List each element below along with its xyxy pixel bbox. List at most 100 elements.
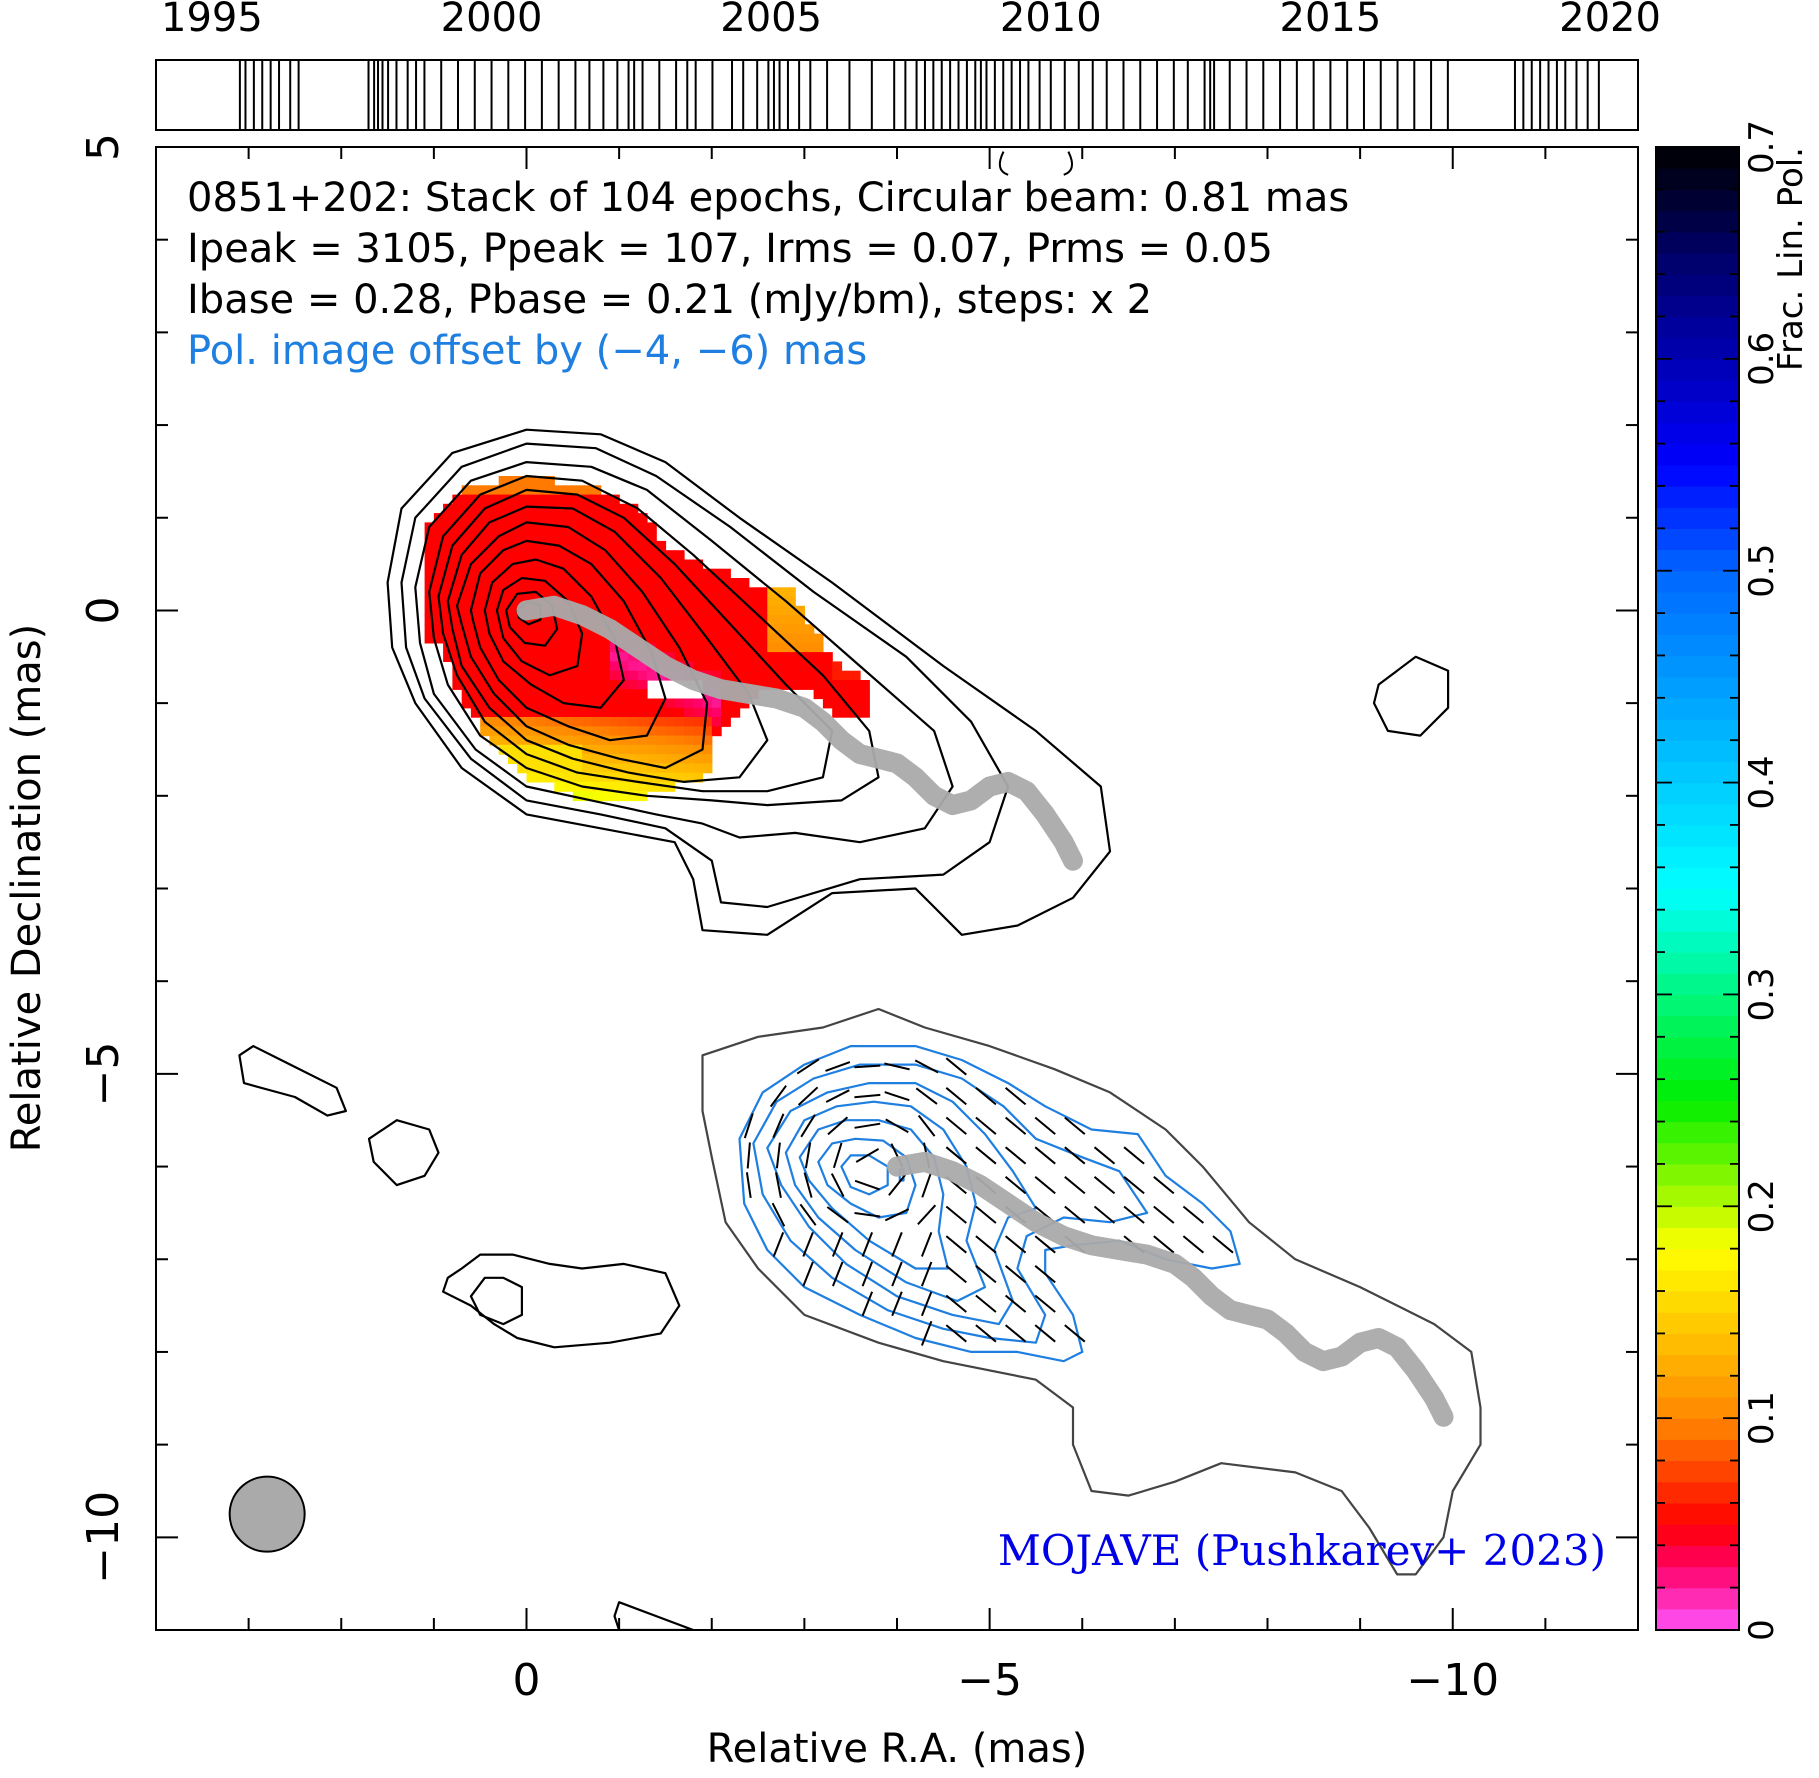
colorbar-step: [1656, 824, 1739, 847]
fpol-pixel: [554, 559, 565, 570]
fpol-pixel: [443, 531, 453, 542]
evpa-tick: [1182, 1235, 1205, 1254]
fpol-pixel: [526, 772, 537, 783]
fpol-pixel: [591, 494, 602, 505]
fpol-pixel: [517, 531, 528, 542]
fpol-pixel: [674, 763, 685, 774]
fpol-pixel: [637, 689, 648, 700]
fpol-pixel: [563, 485, 574, 496]
fpol-pixel: [684, 754, 694, 764]
fpol-pixel: [424, 568, 435, 579]
fpol-pixel: [758, 587, 768, 598]
fpol-pixel: [619, 503, 629, 514]
i-contour: [414, 461, 954, 844]
fpol-pixel: [517, 522, 528, 533]
fpol-pixel: [646, 717, 657, 727]
fpol-pixel: [609, 707, 620, 718]
fpol-pixel: [489, 550, 500, 561]
fpol-pixel: [693, 744, 704, 755]
fpol-pixel: [582, 568, 592, 579]
fpol-pixel: [461, 680, 472, 690]
fpol-pixel: [480, 707, 491, 718]
fpol-pixel: [767, 605, 778, 616]
fpol-pixel: [489, 670, 500, 681]
fpol-pixel: [693, 578, 704, 588]
fpol-pixel: [498, 476, 509, 486]
fpol-pixel: [619, 531, 629, 542]
evpa-tick: [830, 1173, 845, 1198]
fpol-pixel: [480, 689, 491, 700]
fpol-pixel: [508, 717, 518, 727]
fpol-pixel: [545, 624, 555, 635]
fpol-pixel: [461, 513, 472, 523]
fpol-pixel: [554, 513, 565, 523]
fpol-pixel: [498, 559, 509, 570]
fpol-pixel: [665, 754, 676, 764]
fpol-pixel: [637, 605, 648, 616]
y-tick-label: −5: [78, 1041, 129, 1106]
fpol-pixel: [582, 707, 592, 718]
fpol-pixel: [517, 494, 528, 505]
fpol-pixel: [526, 615, 537, 625]
fpol-pixel: [748, 670, 759, 681]
fpol-pixel: [572, 717, 583, 727]
header-line-2: Ipeak = 3105, Ppeak = 107, Irms = 0.07, …: [187, 226, 1273, 272]
fpol-pixel: [637, 559, 648, 570]
fpol-pixel: [785, 624, 796, 635]
ridge-lines: [516, 595, 1454, 1427]
fpol-pixel: [600, 670, 611, 681]
fpol-pixel: [721, 707, 731, 718]
fpol-pixel: [517, 624, 528, 635]
fpol-pixel: [498, 540, 509, 551]
fpol-pixel: [646, 568, 657, 579]
colorbar-step: [1656, 1142, 1739, 1165]
fpol-pixel: [646, 605, 657, 616]
fpol-pixel: [498, 596, 509, 607]
fpol-pixel: [637, 531, 648, 542]
fpol-pixel: [665, 772, 676, 783]
fpol-pixel: [785, 596, 796, 607]
fpol-pixel: [748, 652, 759, 662]
fpol-pixel: [702, 578, 713, 588]
fpol-pixel: [609, 698, 620, 709]
fpol-pixel: [637, 717, 648, 727]
fpol-pixel: [693, 735, 704, 746]
fpol-pixel: [684, 735, 694, 746]
fpol-pixel: [721, 568, 731, 579]
fpol-pixel: [452, 503, 463, 514]
ridge-line-polarization: [887, 1151, 1454, 1427]
fpol-pixel: [785, 587, 796, 598]
fpol-pixel: [582, 642, 592, 653]
fpol-pixel: [563, 587, 574, 598]
pol-contour: [752, 1063, 1149, 1344]
fpol-pixel: [674, 698, 685, 709]
fpol-pixel: [535, 476, 546, 486]
fpol-pixel: [526, 513, 537, 523]
fpol-pixel: [693, 772, 704, 783]
fpol-pixel: [563, 754, 574, 764]
fpol-pixel: [637, 680, 648, 690]
fpol-pixel: [767, 596, 778, 607]
fpol-pixel: [461, 605, 472, 616]
fpol-pixel: [489, 494, 500, 505]
fpol-pixel: [545, 531, 555, 542]
fpol-pixel: [739, 587, 750, 598]
fpol-pixel: [545, 568, 555, 579]
fpol-pixel: [646, 559, 657, 570]
fpol-pixel: [619, 587, 629, 598]
fpol-pixel: [563, 744, 574, 755]
fpol-pixel: [860, 707, 870, 718]
colorbar-step: [1656, 846, 1739, 868]
evpa-tick: [1004, 1235, 1027, 1254]
fpol-pixel: [545, 513, 555, 523]
fpol-pixel: [785, 642, 796, 653]
fpol-pixel: [767, 615, 778, 625]
fpol-pixel: [582, 624, 592, 635]
fpol-pixel: [684, 707, 694, 718]
fpol-pixel: [554, 568, 565, 579]
fpol-pixel: [739, 661, 750, 672]
fpol-pixel: [665, 624, 676, 635]
fpol-pixel: [693, 615, 704, 625]
fpol-pixel: [424, 615, 435, 625]
fpol-pixel: [637, 781, 648, 792]
